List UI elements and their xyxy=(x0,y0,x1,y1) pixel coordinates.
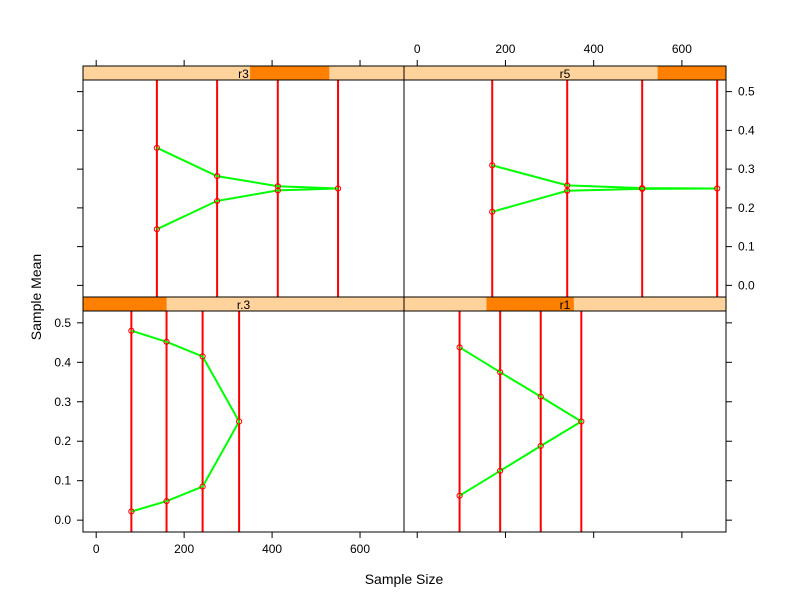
panel-r3: r3 xyxy=(82,65,405,298)
x-tick-label: 200 xyxy=(174,542,194,556)
data-point xyxy=(489,208,496,215)
data-point xyxy=(639,185,646,192)
y-tick-label: 0.2 xyxy=(738,201,755,215)
y-tick-label: 0.3 xyxy=(54,395,71,409)
y-tick-label: 0.0 xyxy=(54,513,71,527)
strip-background xyxy=(404,66,726,80)
y-tick-label: 0.5 xyxy=(738,85,755,99)
y-axis-title: Sample Mean xyxy=(28,254,44,340)
strip-label: r.3 xyxy=(237,298,251,312)
data-point xyxy=(214,197,221,204)
y-tick-label: 0.1 xyxy=(738,240,755,254)
data-point xyxy=(274,187,281,194)
strip-indicator xyxy=(83,297,167,311)
x-axis-title: Sample Size xyxy=(365,571,444,587)
x-tick-label: 0 xyxy=(414,42,421,56)
strip-label: r3 xyxy=(238,67,249,81)
data-point xyxy=(236,418,243,425)
data-point xyxy=(334,185,342,192)
x-tick-label: 600 xyxy=(672,42,692,56)
data-point xyxy=(214,173,221,180)
data-point xyxy=(274,183,281,190)
axes-layer: 0 200 400 600 0 200 400 600 0.0 0.1 0.2 0.3 0.4 0.5 0.… xyxy=(54,42,755,556)
data-point xyxy=(564,187,571,194)
panels-layer: r3 r5 r.3 r1 xyxy=(82,65,727,533)
strip-indicator xyxy=(250,66,330,80)
y-tick-label: 0.4 xyxy=(54,355,71,369)
x-tick-label: 400 xyxy=(262,542,282,556)
x-tick-label: 0 xyxy=(93,542,100,556)
panel-r5: r5 xyxy=(403,65,727,298)
data-point xyxy=(128,508,135,515)
data-point xyxy=(456,492,463,499)
data-point xyxy=(153,144,160,151)
strip-indicator xyxy=(486,297,574,311)
x-tick-label: 200 xyxy=(495,42,515,56)
data-point xyxy=(199,353,206,360)
strip-label: r5 xyxy=(560,67,571,81)
series-line xyxy=(156,146,339,231)
y-tick-label: 0.0 xyxy=(738,278,755,292)
data-point xyxy=(497,369,504,376)
data-point xyxy=(163,338,170,345)
panel-r1: r1 xyxy=(403,296,727,533)
x-tick-label: 400 xyxy=(584,42,604,56)
y-tick-label: 0.3 xyxy=(738,162,755,176)
data-point xyxy=(163,498,170,505)
data-point xyxy=(497,467,504,474)
data-point xyxy=(537,393,544,400)
y-tick-label: 0.2 xyxy=(54,434,71,448)
series-line xyxy=(131,329,241,513)
data-point xyxy=(537,442,544,450)
data-point xyxy=(578,418,585,425)
y-tick-label: 0.1 xyxy=(54,474,71,488)
y-tick-label: 0.5 xyxy=(54,316,71,330)
strip-label: r1 xyxy=(560,298,571,312)
y-tick-label: 0.4 xyxy=(738,123,755,137)
series-line xyxy=(459,346,584,497)
x-tick-label: 600 xyxy=(350,542,370,556)
data-point xyxy=(153,226,160,233)
panel-border xyxy=(82,79,405,298)
series-line xyxy=(491,164,718,213)
panel-r3: r.3 xyxy=(82,296,405,533)
data-point xyxy=(128,327,135,334)
data-point xyxy=(489,162,496,169)
data-point xyxy=(456,344,463,351)
data-point xyxy=(199,483,206,490)
data-point xyxy=(714,185,721,192)
panel-border xyxy=(403,310,727,533)
strip-indicator xyxy=(657,66,726,80)
